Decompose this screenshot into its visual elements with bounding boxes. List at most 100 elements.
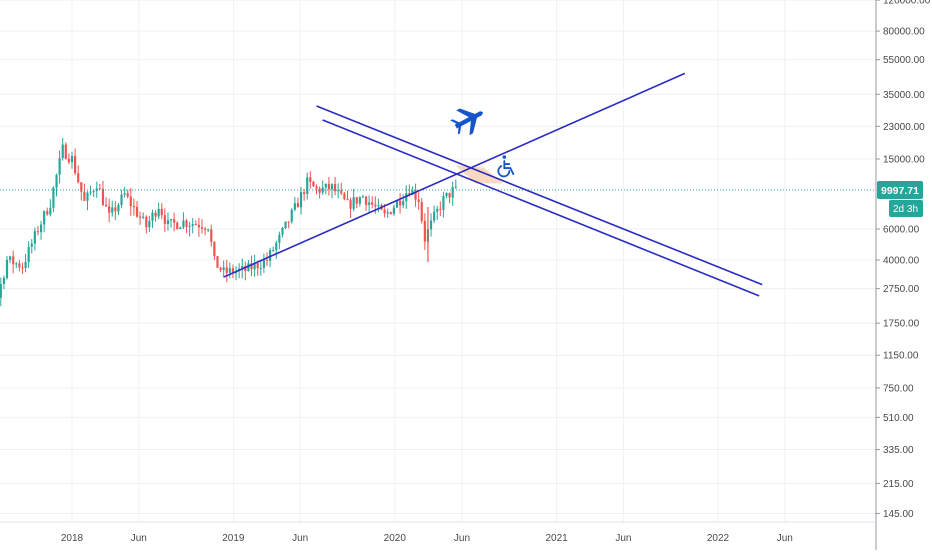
candle-body [83, 191, 86, 201]
candle [296, 197, 300, 208]
y-tick-label: 80000.00 [883, 27, 925, 38]
candle [250, 255, 253, 277]
candle-body [219, 267, 222, 270]
bar-timer-badge [889, 200, 923, 217]
candle-body [55, 174, 58, 188]
candle [154, 210, 157, 222]
candle [182, 212, 185, 230]
candle-body [414, 190, 417, 200]
candle [74, 148, 77, 176]
drawings[interactable] [223, 72, 763, 297]
y-tick-label: 120000.00 [883, 0, 931, 7]
y-tick-label: 35000.00 [883, 90, 925, 101]
candle-body [364, 196, 368, 205]
candle-body [36, 231, 40, 233]
x-tick-label: Jun [454, 533, 470, 544]
candle [423, 213, 426, 250]
candle-body [337, 190, 340, 192]
x-tick-label: Jun [131, 533, 147, 544]
candle-body [0, 283, 2, 298]
candle [402, 194, 405, 209]
candle [27, 241, 30, 268]
candle-body [185, 220, 188, 227]
candle [49, 199, 52, 217]
candle-body [312, 181, 315, 187]
candle-body [132, 206, 135, 208]
candle [157, 202, 160, 220]
candle-body [327, 183, 330, 190]
candle-body [330, 184, 334, 190]
candle [451, 181, 454, 206]
candle-body [395, 200, 399, 208]
candle-body [15, 263, 18, 265]
candle-body [52, 187, 55, 208]
candle-body [315, 186, 318, 189]
candle [207, 228, 210, 233]
candle [448, 192, 451, 204]
candle [92, 189, 95, 198]
candle-body [241, 265, 244, 269]
candle-body [262, 259, 265, 268]
candle-body [46, 211, 49, 215]
candle [114, 200, 117, 220]
candle [389, 211, 392, 215]
candle-body [340, 190, 343, 194]
candle-body [399, 200, 402, 206]
candle [371, 196, 374, 209]
candle [330, 183, 334, 199]
candle [160, 203, 163, 220]
candle [126, 189, 129, 199]
candle [61, 137, 64, 161]
candle-body [377, 205, 380, 207]
candle-body [151, 212, 154, 221]
support-trendline[interactable] [223, 72, 686, 278]
candle [204, 226, 207, 236]
candle [306, 172, 309, 200]
resistance-trendline-lower[interactable] [322, 119, 760, 297]
candle [234, 266, 238, 281]
candle [163, 208, 166, 232]
candle-body [58, 158, 61, 175]
candle [5, 256, 9, 280]
candle [321, 180, 324, 195]
candle-body [61, 144, 64, 159]
candle-body [108, 206, 111, 213]
x-tick-label: 2018 [61, 533, 84, 544]
candle [281, 226, 284, 238]
candle [278, 231, 281, 250]
candle [9, 255, 12, 264]
candle-body [386, 212, 389, 214]
y-tick-label: 750.00 [883, 383, 914, 394]
candle [399, 193, 402, 214]
candle-body [210, 229, 213, 242]
candle [185, 218, 188, 234]
icons[interactable] [447, 100, 515, 178]
candle [151, 209, 154, 229]
current-price-badge [877, 181, 923, 199]
y-tick-label: 4000.00 [883, 255, 920, 266]
candle [145, 215, 148, 234]
candle-body [200, 227, 204, 229]
wheelchair-icon[interactable] [497, 155, 515, 178]
candle-body [74, 156, 77, 174]
candle [368, 195, 371, 212]
x-tick-label: 2019 [222, 533, 245, 544]
resistance-trendline-upper[interactable] [316, 105, 763, 286]
candle-body [349, 199, 352, 209]
candle [80, 182, 83, 201]
candle [67, 153, 70, 165]
candle [231, 264, 235, 279]
candle [21, 262, 24, 274]
candle-body [423, 220, 426, 242]
airplane-icon[interactable] [447, 100, 489, 140]
candle [210, 224, 213, 247]
x-tick-label: Jun [292, 533, 308, 544]
candle [340, 182, 343, 196]
candle-body [355, 197, 358, 204]
candle [337, 183, 340, 199]
candle-body [253, 262, 256, 270]
candle [117, 202, 120, 216]
candle-body [368, 202, 371, 205]
